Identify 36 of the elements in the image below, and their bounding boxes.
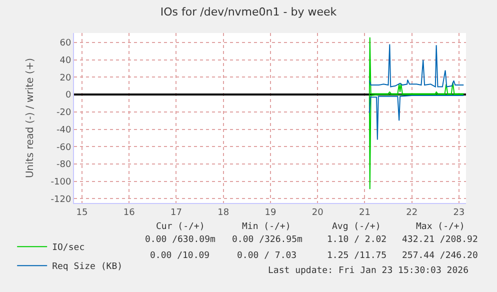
y-tick-label: -100 xyxy=(50,177,72,188)
text: 1.10 / 2.02 xyxy=(327,235,387,245)
legend-label: IO/sec xyxy=(52,243,85,254)
y-tick-label: -80 xyxy=(56,160,72,170)
x-tick-label: 23 xyxy=(453,208,465,218)
text: Min (-/+) xyxy=(242,222,291,232)
text: 0.00 /630.09m xyxy=(145,235,216,245)
y-tick-label: 60 xyxy=(60,38,72,49)
text: Avg (-/+) xyxy=(332,222,381,232)
y-tick-label: 20 xyxy=(60,73,72,84)
y-tick-label: -120 xyxy=(50,194,72,205)
y-tick-label: -20 xyxy=(56,108,72,118)
legend-label: Req Size (KB) xyxy=(52,262,123,272)
x-tick-label: 15 xyxy=(76,208,88,218)
y-axis-title: Units read (-) / write (+) xyxy=(24,58,36,178)
x-tick-label: 18 xyxy=(218,208,230,218)
text: 257.44 /246.20 xyxy=(402,251,478,261)
x-tick-label: 19 xyxy=(264,208,276,218)
x-tick-label: 22 xyxy=(406,208,418,218)
text: 0.00 /10.09 xyxy=(150,251,210,261)
text: 0.00 / 7.03 xyxy=(237,251,297,261)
x-tick-label: 20 xyxy=(312,208,324,218)
y-tick-label: 40 xyxy=(60,56,72,66)
chart-title: IOs for /dev/nvme0n1 - by week xyxy=(160,6,338,19)
text: 432.21 /208.92 xyxy=(402,235,478,245)
x-tick-label: 21 xyxy=(358,208,370,218)
x-tick-label: 16 xyxy=(123,208,136,218)
x-tick-label: 17 xyxy=(170,208,182,218)
text: 1.25 /11.75 xyxy=(327,251,387,261)
y-tick-label: 0 xyxy=(65,90,72,101)
text: 0.00 /326.95m xyxy=(232,235,302,245)
text: Cur (-/+) xyxy=(156,222,205,232)
y-tick-label: -60 xyxy=(56,142,72,153)
text: Last update: Fri Jan 23 15:30:03 2026 xyxy=(268,266,468,276)
text: Max (-/+) xyxy=(416,222,465,232)
y-tick-label: -40 xyxy=(56,125,72,136)
